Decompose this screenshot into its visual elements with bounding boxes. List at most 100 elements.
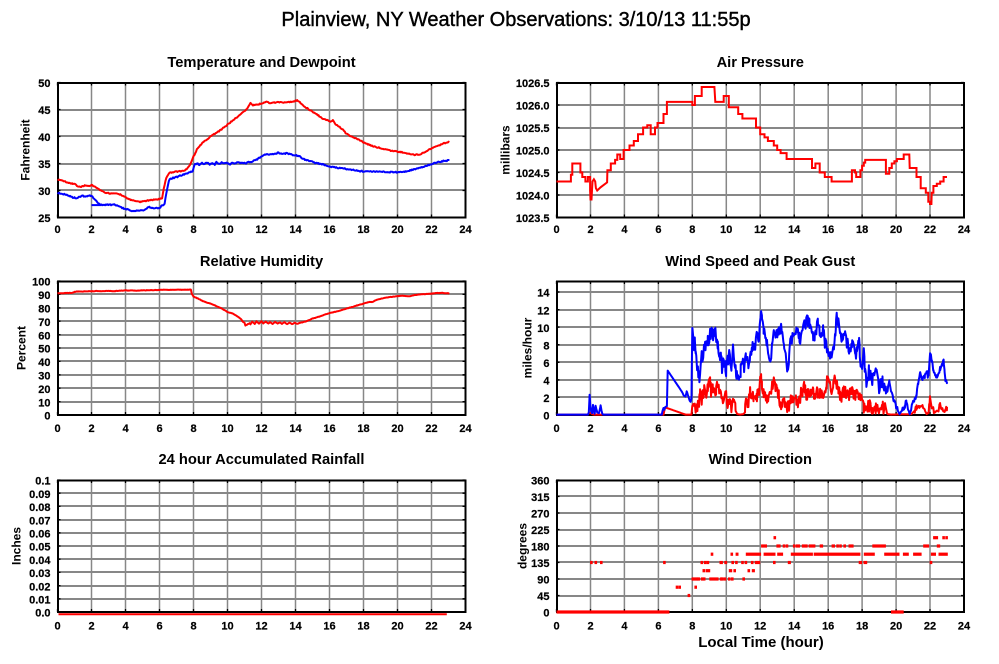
svg-text:0.08: 0.08 (29, 502, 50, 514)
svg-text:70: 70 (38, 317, 50, 329)
svg-text:50: 50 (38, 344, 50, 356)
svg-text:30: 30 (38, 186, 50, 198)
svg-text:50: 50 (38, 78, 50, 90)
svg-text:1025.5: 1025.5 (516, 123, 550, 135)
svg-text:1026.0: 1026.0 (516, 101, 550, 113)
svg-text:8: 8 (689, 224, 695, 236)
svg-text:6: 6 (156, 621, 162, 633)
svg-text:10: 10 (537, 323, 549, 335)
svg-text:Fahrenheit: Fahrenheit (18, 119, 32, 180)
svg-text:2: 2 (88, 621, 94, 633)
svg-text:4: 4 (621, 621, 628, 633)
svg-text:0.03: 0.03 (29, 568, 50, 580)
svg-text:0: 0 (553, 621, 559, 633)
svg-text:10: 10 (720, 423, 732, 435)
svg-text:2: 2 (587, 423, 593, 435)
svg-text:24: 24 (958, 423, 971, 435)
svg-text:35: 35 (38, 159, 50, 171)
svg-text:8: 8 (689, 423, 695, 435)
svg-text:40: 40 (38, 132, 50, 144)
svg-text:10: 10 (221, 224, 233, 236)
svg-text:12: 12 (537, 305, 549, 317)
svg-text:Inches: Inches (10, 527, 24, 565)
svg-text:80: 80 (38, 304, 50, 316)
svg-text:18: 18 (856, 621, 868, 633)
svg-text:24: 24 (958, 224, 971, 236)
svg-text:0: 0 (54, 621, 60, 633)
svg-text:0.09: 0.09 (29, 489, 50, 501)
svg-text:60: 60 (38, 330, 50, 342)
svg-text:2: 2 (587, 224, 593, 236)
svg-text:20: 20 (38, 384, 50, 396)
svg-text:22: 22 (924, 224, 936, 236)
svg-text:18: 18 (856, 423, 868, 435)
svg-text:12: 12 (754, 224, 766, 236)
svg-text:0.06: 0.06 (29, 529, 50, 541)
svg-text:2: 2 (88, 224, 94, 236)
svg-text:22: 22 (425, 224, 437, 236)
svg-text:20: 20 (391, 423, 403, 435)
svg-text:2: 2 (587, 621, 593, 633)
svg-text:0: 0 (54, 224, 60, 236)
svg-text:12: 12 (255, 621, 267, 633)
svg-text:Wind Speed and Peak Gust: Wind Speed and Peak Gust (665, 254, 855, 270)
svg-text:20: 20 (890, 621, 902, 633)
svg-text:2: 2 (543, 393, 549, 405)
svg-text:0: 0 (543, 608, 549, 620)
svg-text:360: 360 (531, 476, 549, 488)
svg-text:24: 24 (459, 621, 472, 633)
svg-text:18: 18 (856, 224, 868, 236)
svg-text:4: 4 (543, 376, 550, 388)
svg-text:0: 0 (553, 224, 559, 236)
svg-text:6: 6 (156, 423, 162, 435)
svg-text:16: 16 (323, 423, 335, 435)
svg-text:0.07: 0.07 (29, 515, 50, 527)
svg-text:6: 6 (655, 621, 661, 633)
svg-text:Wind Direction: Wind Direction (709, 452, 813, 468)
svg-text:6: 6 (655, 423, 661, 435)
svg-text:22: 22 (425, 423, 437, 435)
svg-text:10: 10 (221, 621, 233, 633)
svg-text:14: 14 (537, 288, 550, 300)
svg-text:22: 22 (425, 621, 437, 633)
svg-text:45: 45 (38, 105, 50, 117)
svg-text:16: 16 (822, 224, 834, 236)
svg-text:0.1: 0.1 (35, 476, 50, 488)
svg-text:16: 16 (822, 621, 834, 633)
svg-text:24: 24 (958, 621, 971, 633)
svg-text:8: 8 (190, 423, 196, 435)
svg-text:270: 270 (531, 509, 549, 521)
svg-text:4: 4 (621, 423, 628, 435)
svg-text:24: 24 (459, 423, 472, 435)
svg-text:100: 100 (32, 277, 50, 289)
svg-text:1026.5: 1026.5 (516, 78, 550, 90)
svg-text:180: 180 (531, 542, 549, 554)
svg-text:6: 6 (156, 224, 162, 236)
svg-text:6: 6 (655, 224, 661, 236)
svg-text:8: 8 (190, 621, 196, 633)
svg-text:16: 16 (323, 621, 335, 633)
svg-text:315: 315 (531, 492, 549, 504)
svg-text:0.01: 0.01 (29, 595, 50, 607)
svg-text:0: 0 (44, 411, 50, 423)
svg-text:20: 20 (890, 224, 902, 236)
svg-text:Plainview, NY Weather Observat: Plainview, NY Weather Observations: 3/10… (281, 9, 750, 31)
svg-text:16: 16 (323, 224, 335, 236)
svg-text:20: 20 (391, 621, 403, 633)
svg-text:14: 14 (289, 621, 302, 633)
svg-text:12: 12 (754, 423, 766, 435)
svg-text:0: 0 (543, 411, 549, 423)
svg-text:0.05: 0.05 (29, 542, 50, 554)
svg-text:8: 8 (190, 224, 196, 236)
svg-text:Temperature and Dewpoint: Temperature and Dewpoint (167, 55, 355, 71)
svg-text:225: 225 (531, 525, 549, 537)
svg-text:1025.0: 1025.0 (516, 146, 550, 158)
svg-text:90: 90 (537, 575, 549, 587)
svg-text:25: 25 (38, 213, 50, 225)
svg-text:14: 14 (289, 224, 302, 236)
svg-text:22: 22 (924, 423, 936, 435)
svg-text:Local Time (hour): Local Time (hour) (698, 634, 824, 651)
svg-text:miles/hour: miles/hour (521, 317, 535, 378)
svg-text:14: 14 (788, 224, 801, 236)
svg-text:18: 18 (357, 224, 369, 236)
